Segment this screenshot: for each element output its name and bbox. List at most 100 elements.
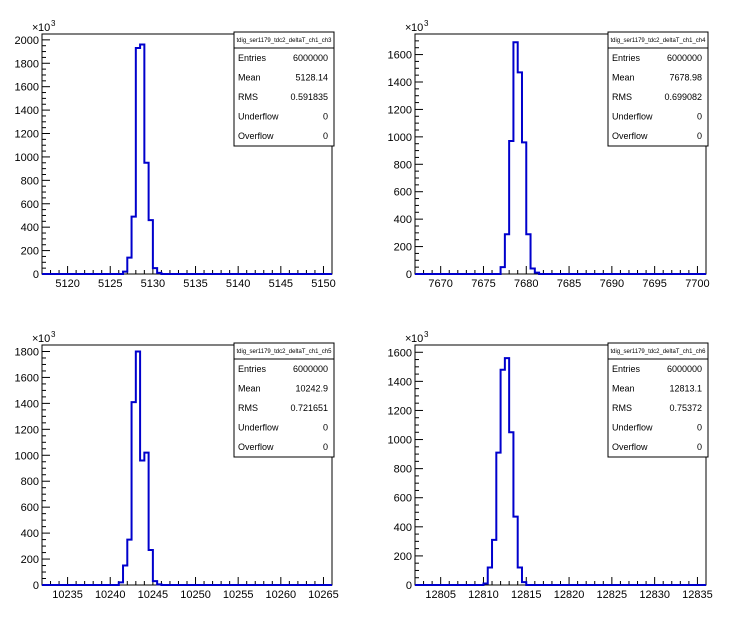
x-tick-label: 7670 [428,278,452,290]
stats-box-title: tdig_ser1179_tdc2_deltaT_ch1_ch3 [237,38,333,44]
y-exponent-times: × [405,333,411,345]
stats-box: tdig_ser1179_tdc2_deltaT_ch1_ch4 Entries 6… [607,31,709,147]
stats-key: Overflow [238,442,274,452]
y-tick-label: 400 [21,528,39,540]
histogram-bin [522,142,526,274]
y-tick-label: 400 [394,214,412,226]
y-tick-label: 1400 [388,77,412,89]
stats-value: 0.591835 [290,92,328,102]
histogram-bin [127,540,131,585]
stats-key: Overflow [238,131,274,141]
y-tick-label: 800 [394,464,412,476]
histogram-bin [144,163,148,274]
stats-value: 0.75372 [669,403,702,413]
y-exponent-times: × [405,22,411,34]
y-tick-label: 0 [33,580,39,592]
stats-key: Overflow [612,442,648,452]
histogram-bin [136,351,140,585]
histogram-bin [505,358,509,585]
y-exponent-times: × [32,333,38,345]
stats-value: 0 [323,442,328,452]
x-tick-label: 12815 [511,589,542,601]
y-exponent-power: 3 [424,19,429,28]
y-exponent-times: × [32,22,38,34]
x-tick-label: 5120 [55,278,79,290]
histogram-panel: 5120 5125 5130 5135 5140 5145 5150 0 200 400 600 80… [15,19,336,290]
y-tick-label: 1000 [388,132,412,144]
x-tick-label: 10250 [180,589,211,601]
y-tick-label: 0 [33,269,39,281]
x-tick-label: 7685 [557,278,581,290]
y-exponent-label: 10 [411,333,423,345]
x-tick-label: 10245 [138,589,169,601]
y-tick-label: 1600 [388,347,412,359]
stats-key: Underflow [612,112,653,122]
stats-value: 7678.98 [669,73,702,83]
histogram-bin [501,267,505,274]
histogram-line [415,41,706,275]
histogram-bin [501,370,505,585]
stats-value: 0 [697,423,702,433]
y-tick-label: 400 [394,522,412,534]
stats-value: 5128.14 [295,73,328,83]
stats-box-frame [233,342,335,458]
y-exponent-power: 3 [424,330,429,339]
y-tick-label: 1200 [388,104,412,116]
stats-key: Overflow [612,131,648,141]
y-tick-label: 1600 [15,372,39,384]
stats-box-frame [233,31,335,147]
y-tick-label: 800 [21,175,39,187]
y-tick-label: 600 [394,493,412,505]
x-tick-label: 5140 [226,278,250,290]
y-tick-label: 600 [394,187,412,199]
histogram-panel: 7670 7675 7680 7685 7690 7695 7700 0 200 400 600 80… [388,19,710,290]
stats-value: 0 [323,423,328,433]
x-tick-label: 12820 [554,589,585,601]
histogram-bin [153,268,157,274]
histogram-line [415,357,706,586]
x-tick-label: 5135 [183,278,207,290]
histogram-bin [505,234,509,274]
histogram-bin [157,273,161,274]
stats-value: 0 [697,131,702,141]
stats-value: 6000000 [293,364,328,374]
x-tick-label: 12825 [597,589,628,601]
stats-box-title: tdig_ser1179_tdc2_deltaT_ch1_ch5 [237,349,333,355]
stats-value: 0.699082 [664,92,702,102]
y-tick-label: 800 [21,476,39,488]
y-exponent-label: 10 [38,333,50,345]
histogram-bin [144,453,148,585]
stats-value: 0 [323,112,328,122]
histogram-panel: 10235 10240 10245 10250 10255 10260 10265 0 200 4… [15,330,339,601]
x-tick-label: 5150 [311,278,335,290]
stats-key: Mean [612,73,635,83]
stats-key: RMS [238,403,258,413]
x-tick-label: 5145 [269,278,293,290]
x-tick-label: 12830 [639,589,670,601]
x-tick-label: 12810 [468,589,499,601]
histogram-bin [149,220,153,274]
stats-key: Underflow [612,423,653,433]
y-exponent-label: 10 [38,22,50,34]
y-tick-label: 1400 [15,105,39,117]
histogram-bin [136,48,140,274]
stats-key: Underflow [238,423,279,433]
y-tick-label: 800 [394,159,412,171]
stats-key: RMS [612,403,632,413]
stats-value: 0 [697,112,702,122]
histogram-bin [132,217,136,274]
histogram-bin [492,540,496,585]
histogram-bin [140,460,144,585]
y-tick-label: 1400 [15,398,39,410]
stats-key: Entries [612,53,641,63]
y-tick-label: 1000 [15,152,39,164]
y-tick-label: 1000 [15,450,39,462]
y-tick-label: 200 [21,554,39,566]
histogram-bin [526,234,530,274]
x-tick-label: 10235 [52,589,83,601]
stats-box-frame [607,342,709,458]
histogram-line [42,350,332,586]
stats-value: 10242.9 [295,384,328,394]
y-tick-label: 1400 [388,376,412,388]
stats-key: Mean [238,384,261,394]
